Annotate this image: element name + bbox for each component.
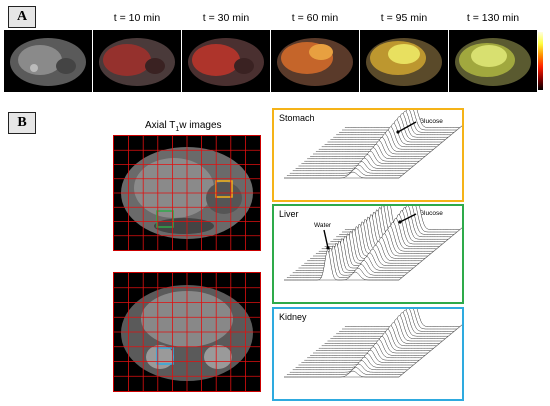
timepoint-label-130: t = 130 min <box>466 12 520 24</box>
spectrum-panel-kidney: Kidney <box>272 307 464 401</box>
timepoint-label-95: t = 95 min <box>380 12 428 24</box>
mri-overlay-t95 <box>360 30 448 92</box>
spectrum-trace <box>298 154 414 167</box>
annotation-arrow <box>399 213 417 223</box>
spectrum-trace <box>295 240 411 271</box>
spectrum-trace <box>292 161 408 172</box>
spectrum-trace <box>304 346 420 361</box>
panel-a-label: A <box>8 6 36 28</box>
spectrum-axes <box>284 227 462 281</box>
axial-grid-image-lower <box>113 272 261 392</box>
annotation-arrowhead <box>396 130 400 134</box>
mri-overlay-t60 <box>271 30 359 92</box>
mri-baseline-image <box>4 30 92 92</box>
mri-overlay-t130 <box>449 30 537 92</box>
axial-images-title: Axial T1w images <box>145 120 222 133</box>
timepoint-label-10: t = 10 min <box>113 12 161 24</box>
spectrum-title-stomach: Stomach <box>279 113 315 123</box>
spectrum-trace <box>284 171 399 179</box>
axial-grid-image-upper <box>113 135 261 251</box>
annotation-arrow <box>397 121 417 133</box>
spectrum-axes <box>284 324 462 378</box>
spectrum-trace <box>292 243 408 274</box>
spectrum-panel-liver: Liver Water Glucose <box>272 204 464 304</box>
spectrum-panel-stomach: Stomach Glucose <box>272 108 464 202</box>
spectrum-trace <box>289 363 405 373</box>
spectrum-title-liver: Liver <box>279 209 299 219</box>
spectrum-trace <box>301 349 417 363</box>
mri-overlay-t30 <box>182 30 270 92</box>
spectrum-trace <box>284 370 399 378</box>
spectrum-title-kidney: Kidney <box>279 312 307 322</box>
spectrum-trace <box>289 245 405 276</box>
timepoint-label-30: t = 30 min <box>202 12 250 24</box>
spectrum-plot-stomach <box>284 110 462 179</box>
timepoint-label-60: t = 60 min <box>291 12 339 24</box>
annotation-arrowhead <box>326 246 330 250</box>
spectrum-trace <box>295 356 411 368</box>
annotation-water-liver: Water <box>314 222 332 229</box>
spectrum-trace <box>304 147 420 162</box>
spectrum-trace <box>295 157 411 169</box>
spectrum-trace <box>298 238 414 269</box>
mri-overlay-t10 <box>93 30 181 92</box>
annotation-glucose-stomach: Glucose <box>419 118 443 125</box>
spectrum-trace <box>289 164 405 174</box>
spectrum-plot-liver <box>284 206 462 281</box>
spectrum-trace <box>292 360 408 371</box>
annotation-glucose-liver: Glucose <box>419 210 443 217</box>
spectrum-plot-kidney <box>284 309 462 378</box>
spectrum-trace <box>298 353 414 366</box>
colorbar <box>538 32 543 90</box>
spectrum-trace <box>286 367 402 375</box>
panel-b-label: B <box>8 112 36 134</box>
spectrum-trace <box>301 150 417 164</box>
spectrum-axes <box>284 125 462 179</box>
spectrum-trace <box>286 247 402 278</box>
spectrum-trace <box>286 168 402 176</box>
annotation-arrow <box>323 229 329 249</box>
annotation-arrowhead <box>398 220 402 224</box>
